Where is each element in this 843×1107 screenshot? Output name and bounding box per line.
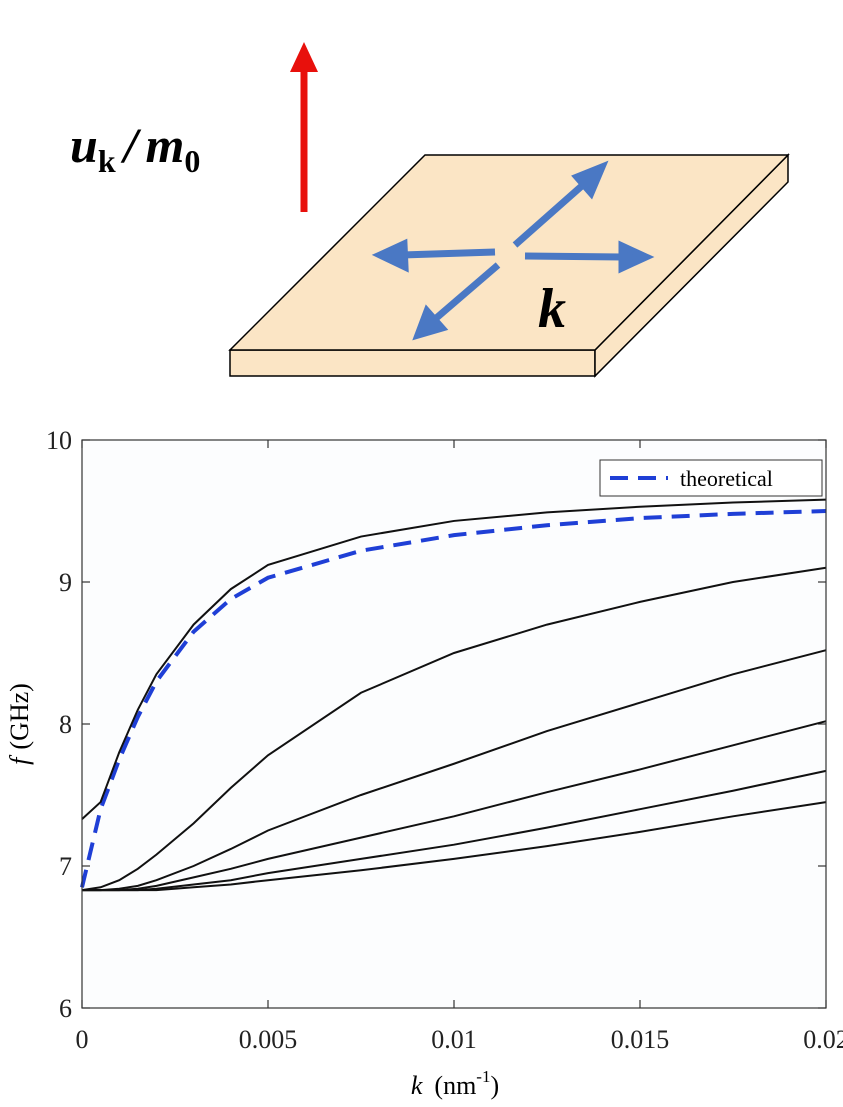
legend-box: [599, 459, 823, 497]
symbol: u: [70, 117, 98, 173]
arrow-head: [290, 42, 318, 72]
plot: 0 0.005 0.01 0.015 0.02 6 7 8 9 10 theoretical: [46, 426, 843, 1054]
y-axis-label: f (GHz): [5, 683, 34, 765]
mode-line: [81, 498, 827, 820]
symbol: m: [146, 117, 185, 173]
separator: /: [120, 117, 142, 173]
arrow-head: [618, 240, 655, 274]
diagram: uk / m0 k: [70, 42, 790, 378]
symbol: f: [5, 754, 34, 765]
x-tick-label: 0: [76, 1025, 89, 1054]
x-tick-label: 0.015: [611, 1025, 670, 1054]
plot-frame: [81, 439, 827, 1009]
theory-line: [80, 509, 827, 888]
subscript: k: [98, 143, 116, 179]
x-axis-label: k (nm-1): [411, 1067, 499, 1100]
y-tick-label: 6: [59, 994, 72, 1023]
wavevector-arrows: [371, 160, 655, 341]
arrow: [524, 252, 623, 261]
polarization-label: uk / m0: [70, 117, 200, 179]
unit: (nm: [434, 1071, 476, 1100]
y-tick-label: 7: [59, 852, 72, 881]
legend-label: theoretical: [680, 466, 773, 491]
arrow-head: [571, 160, 609, 200]
mode-line: [81, 566, 827, 892]
subscript: 0: [184, 143, 200, 179]
plot-area: [82, 440, 826, 1008]
mode-line: [82, 649, 827, 892]
arrow: [431, 262, 501, 323]
slab-front: [229, 349, 596, 377]
x-tick-label: 0.01: [431, 1025, 477, 1054]
x-tick-label: 0.02: [803, 1025, 843, 1054]
y-tick-label: 8: [59, 710, 72, 739]
symbol: k: [411, 1071, 423, 1100]
slab-top: [228, 154, 790, 351]
unit: ): [490, 1071, 499, 1100]
arrow-head: [371, 238, 409, 273]
unit: (GHz): [5, 683, 34, 749]
y-tick-label: 10: [46, 426, 72, 455]
wavevector-label: k: [538, 278, 566, 340]
y-tick-label: 9: [59, 568, 72, 597]
exponent: -1: [476, 1067, 490, 1086]
arrow: [401, 248, 496, 259]
arrow: [512, 181, 587, 248]
mode-line: [82, 801, 827, 892]
x-tick-label: 0.005: [239, 1025, 298, 1054]
arrow-head: [412, 304, 449, 341]
